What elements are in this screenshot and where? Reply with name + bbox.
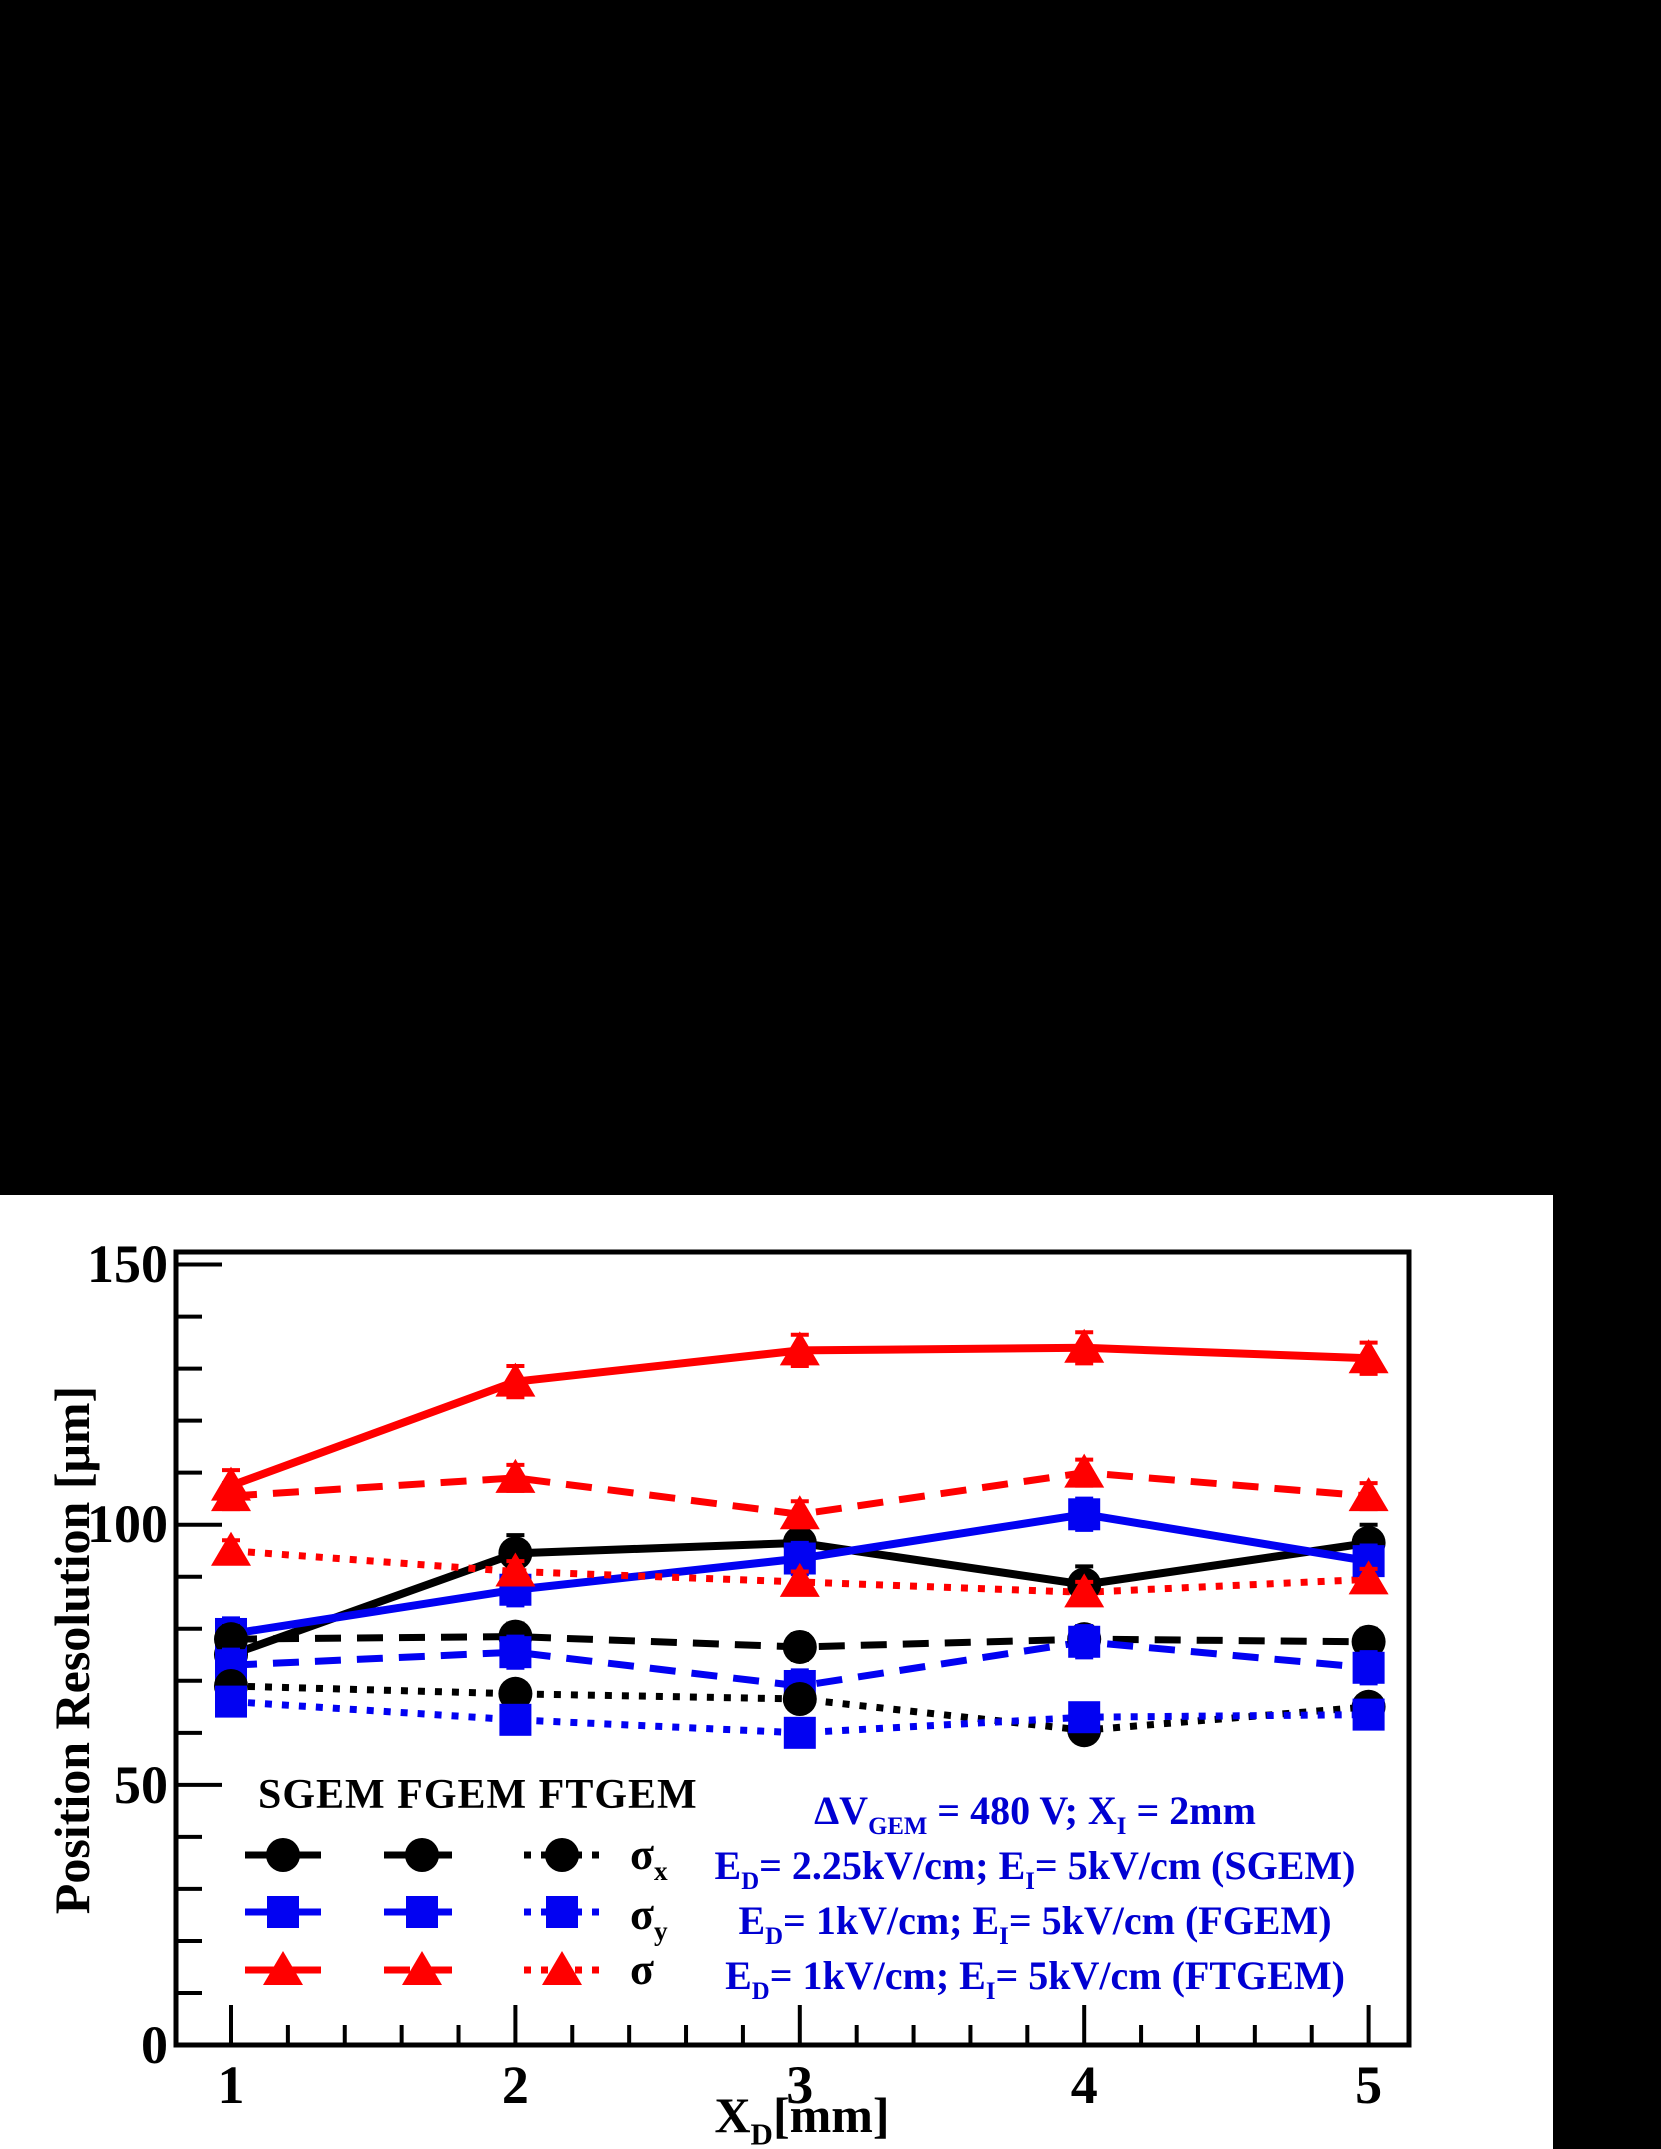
legend-marker-square	[546, 1896, 578, 1928]
text-segment: = 1kV/cm; E	[769, 1953, 986, 1998]
y-axis-title: Position Resolution [μm]	[44, 1385, 100, 1915]
marker-square	[1068, 1498, 1101, 1531]
marker-triangle	[779, 1331, 820, 1366]
marker-triangle	[1348, 1339, 1389, 1374]
annotation-line: ΔVGEM = 480 V; XI = 2mm	[615, 1788, 1455, 1839]
marker-circle	[498, 1676, 533, 1711]
marker-square	[215, 1685, 247, 1718]
marker-square	[499, 1636, 532, 1669]
text-segment: E	[714, 1843, 742, 1888]
marker-square	[1352, 1651, 1385, 1684]
marker-triangle	[779, 1562, 820, 1597]
marker-square	[783, 1716, 816, 1749]
legend-marker-circle	[405, 1838, 439, 1872]
text-segment: [mm]	[772, 2087, 890, 2143]
text-segment: = 2mm	[1126, 1788, 1256, 1833]
x-tick-label: 3	[786, 2055, 814, 2115]
x-tick-label: 5	[1355, 2055, 1383, 2115]
text-segment: = 5kV/cm (FGEM)	[1008, 1898, 1332, 1943]
legend-marker-square	[267, 1896, 299, 1928]
marker-triangle	[211, 1531, 251, 1566]
legend-marker-triangle	[402, 1951, 442, 1985]
annotation-line: ED= 1kV/cm; EI= 5kV/cm (FGEM)	[615, 1898, 1455, 1949]
text-segment: E	[725, 1953, 752, 1998]
x-tick-label: 1	[217, 2055, 245, 2115]
subscript: y	[653, 1915, 668, 1946]
marker-triangle	[211, 1477, 251, 1512]
legend-header: SGEM FGEM FTGEM	[258, 1772, 698, 1818]
subscript: x	[653, 1855, 668, 1886]
marker-square	[499, 1703, 532, 1736]
text-segment: = 2.25kV/cm; E	[759, 1843, 1026, 1888]
marker-square	[1068, 1701, 1101, 1734]
text-segment: = 5kV/cm (FTGEM)	[995, 1953, 1345, 1998]
subscript: I	[999, 1922, 1009, 1950]
plot-frame	[173, 1249, 1412, 2048]
text-segment: σ	[630, 1945, 654, 1994]
x-axis-title: XD[mm]	[592, 2087, 1012, 2149]
y-tick-label: 50	[114, 1755, 168, 1815]
marker-square	[1068, 1625, 1101, 1658]
y-tick-label: 150	[87, 1234, 168, 1294]
marker-triangle	[1348, 1477, 1389, 1512]
text-segment: E	[738, 1898, 766, 1943]
series-line-sgem-triangle	[229, 1343, 1369, 1490]
text-segment: ΔV	[814, 1788, 869, 1833]
marker-triangle	[1064, 1328, 1105, 1363]
legend-row-label: σx	[630, 1830, 668, 1885]
marker-triangle	[1348, 1560, 1389, 1595]
subscript: I	[1025, 1867, 1035, 1895]
legend-marker-square	[406, 1896, 438, 1928]
text-segment: σ	[630, 1830, 654, 1879]
subscript: I	[985, 1977, 996, 2005]
y-tick-label: 0	[141, 2015, 168, 2075]
text-segment: = 480 V; X	[927, 1788, 1117, 1833]
marker-square	[1352, 1698, 1385, 1731]
text-segment: X	[714, 2087, 751, 2143]
legend-marker-circle	[266, 1838, 300, 1872]
subscript: D	[751, 1977, 770, 2005]
marker-circle	[782, 1629, 817, 1664]
marker-triangle	[495, 1552, 536, 1587]
marker-triangle	[1064, 1573, 1105, 1608]
marker-triangle	[495, 1458, 536, 1493]
series-line-ftgem-triangle	[230, 1547, 1369, 1596]
subscript: D	[765, 1922, 784, 1950]
subscript: D	[741, 1867, 760, 1895]
marker-triangle	[495, 1362, 536, 1397]
x-tick-label: 2	[501, 2055, 529, 2115]
marker-circle	[782, 1682, 817, 1717]
y-tick-label: 100	[87, 1494, 168, 1554]
legend-marker-triangle	[542, 1951, 582, 1985]
legend-marker-triangle	[263, 1951, 303, 1985]
marker-triangle	[779, 1495, 820, 1530]
series-line-ftgem-circle	[230, 1682, 1369, 1734]
annotation-line: ED= 2.25kV/cm; EI= 5kV/cm (SGEM)	[615, 1843, 1455, 1894]
legend-row-label: σ	[630, 1948, 654, 1992]
subscript: I	[1116, 1812, 1127, 1840]
subscript: GEM	[868, 1812, 928, 1840]
subscript: D	[750, 2116, 773, 2149]
legend-row-label: σy	[630, 1890, 668, 1945]
text-segment: = 1kV/cm; E	[783, 1898, 1000, 1943]
annotation-line: ED= 1kV/cm; EI= 5kV/cm (FTGEM)	[615, 1953, 1455, 2004]
x-tick-label: 4	[1070, 2055, 1098, 2115]
legend-marker-circle	[545, 1838, 579, 1872]
marker-triangle	[1064, 1453, 1105, 1488]
text-segment: = 5kV/cm (SGEM)	[1034, 1843, 1356, 1888]
text-segment: σ	[630, 1890, 654, 1939]
series-line-ftgem-square	[230, 1698, 1369, 1737]
